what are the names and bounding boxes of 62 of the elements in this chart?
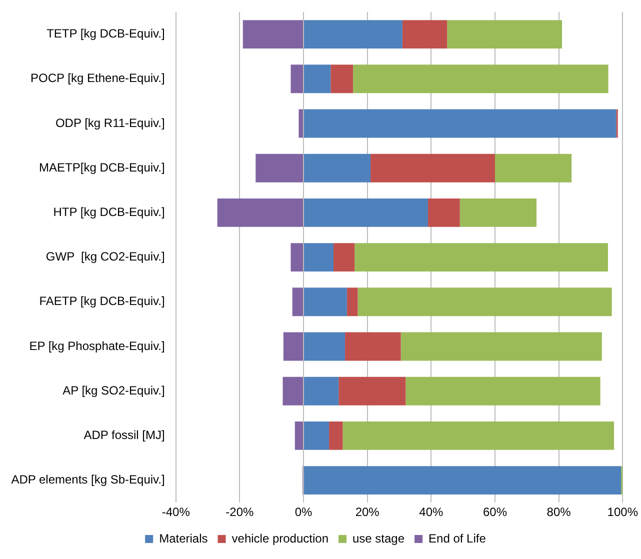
bar bbox=[342, 421, 614, 450]
bar bbox=[400, 332, 602, 361]
legend-label: use stage bbox=[352, 531, 405, 546]
y-tick-label: ADP elements [kg Sb-Equiv.] bbox=[11, 472, 165, 487]
bar bbox=[330, 64, 353, 94]
bar bbox=[304, 332, 345, 361]
bar bbox=[346, 288, 358, 316]
bar bbox=[352, 64, 608, 94]
bar bbox=[304, 64, 331, 94]
bar bbox=[290, 64, 304, 94]
y-tick-label: ODP [kg R11-Equiv.] bbox=[55, 116, 165, 130]
y-tick-label: EP [kg Phosphate-Equiv.] bbox=[29, 338, 165, 353]
bar bbox=[304, 466, 622, 495]
bar bbox=[304, 198, 428, 227]
bar bbox=[358, 288, 612, 316]
x-tick-label: 0% bbox=[294, 505, 313, 520]
bar bbox=[494, 154, 572, 182]
bar bbox=[406, 376, 600, 406]
bar bbox=[344, 332, 401, 361]
bar bbox=[460, 198, 536, 227]
x-tick-label: 40% bbox=[419, 505, 444, 520]
x-tick-label: 80% bbox=[546, 505, 572, 520]
bar bbox=[338, 376, 406, 406]
x-tick-label: 20% bbox=[355, 505, 380, 520]
y-tick-label: POCP [kg Ethene-Equiv.] bbox=[30, 71, 165, 86]
bar bbox=[304, 154, 371, 182]
x-tick-label: -20% bbox=[226, 505, 254, 520]
bar bbox=[283, 332, 304, 361]
bar bbox=[370, 154, 495, 182]
bar bbox=[334, 243, 355, 272]
bar bbox=[354, 243, 608, 272]
y-tick-label: AP [kg SO2-Equiv.] bbox=[62, 383, 165, 398]
bar bbox=[304, 243, 334, 272]
bar bbox=[304, 109, 616, 138]
legend-label: Materials bbox=[159, 531, 208, 546]
y-tick-label: GWP [kg CO2-Equiv.] bbox=[46, 250, 165, 264]
y-tick-label: FAETP [kg DCB-Equiv.] bbox=[39, 294, 165, 308]
bar bbox=[447, 20, 562, 49]
legend-label: End of Life bbox=[428, 531, 486, 546]
bar bbox=[329, 421, 343, 450]
x-tick-label: 60% bbox=[482, 505, 508, 520]
bar bbox=[242, 20, 304, 49]
bar bbox=[217, 198, 304, 227]
bar bbox=[256, 154, 304, 182]
bar bbox=[290, 243, 304, 272]
bar bbox=[428, 198, 460, 227]
bar bbox=[282, 376, 304, 406]
x-tick-label: -40% bbox=[162, 505, 190, 520]
bar bbox=[294, 421, 304, 450]
bar bbox=[292, 288, 304, 316]
y-tick-label: HTP [kg DCB-Equiv.] bbox=[53, 205, 165, 220]
y-tick-label: MAETP[kg DCB-Equiv.] bbox=[39, 160, 165, 174]
bar bbox=[304, 421, 330, 450]
y-tick-label: TETP [kg DCB-Equiv.] bbox=[46, 26, 165, 41]
x-tick-label: 100% bbox=[607, 505, 638, 520]
legend-label: vehicle production bbox=[232, 531, 329, 546]
bar bbox=[304, 20, 402, 49]
bar bbox=[402, 20, 448, 49]
bar bbox=[298, 109, 304, 138]
bar bbox=[304, 376, 339, 406]
y-tick-label: ADP fossil [MJ] bbox=[84, 428, 165, 442]
bar bbox=[304, 288, 347, 316]
